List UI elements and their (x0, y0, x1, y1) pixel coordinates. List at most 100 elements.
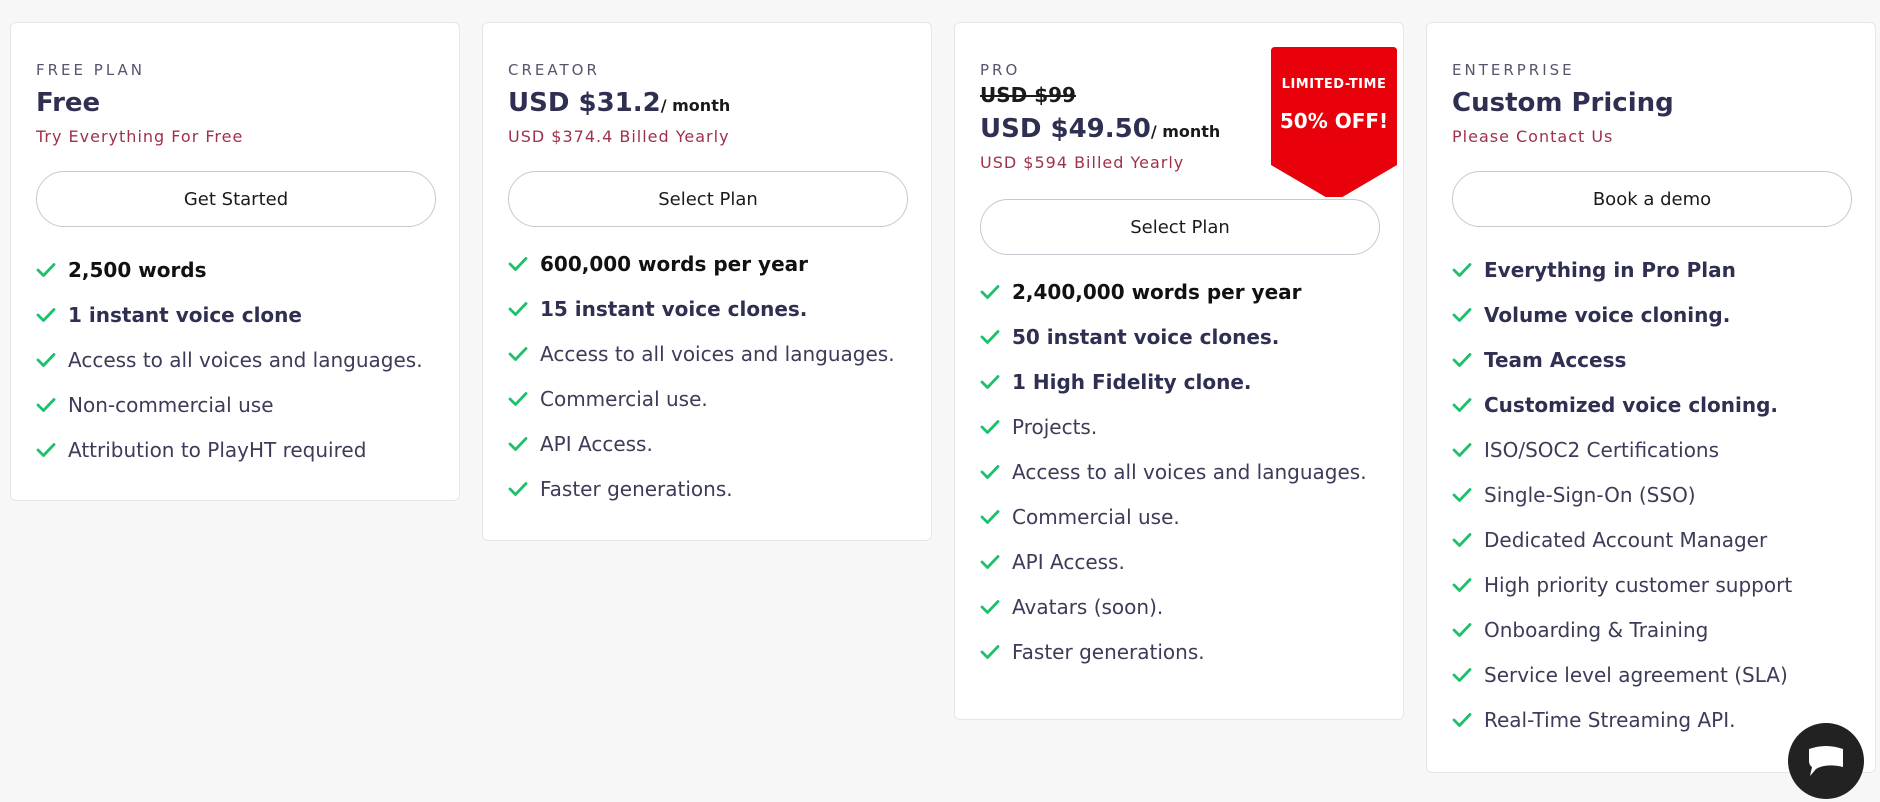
feature-text: Access to all voices and languages. (540, 341, 895, 366)
feature-text: 1 instant voice clone (68, 302, 302, 327)
check-icon (1452, 442, 1472, 457)
feature-text: Service level agreement (SLA) (1484, 662, 1788, 687)
feature-text: 2,400,000 words per year (1012, 279, 1302, 304)
check-icon (508, 301, 528, 316)
feature-item: Attribution to PlayHT required (36, 427, 434, 472)
feature-item: Access to all voices and languages. (36, 337, 434, 382)
feature-item: 2,400,000 words per year (980, 269, 1378, 314)
feature-list: Everything in Pro Plan Volume voice clon… (1452, 247, 1850, 742)
chat-button[interactable] (1788, 723, 1864, 799)
check-icon (508, 256, 528, 271)
check-icon (508, 346, 528, 361)
feature-list: 2,500 words 1 instant voice clone Access… (36, 247, 434, 472)
plan-card-free: FREE PLAN Free Try Everything For Free G… (10, 22, 460, 501)
plan-price: USD $31.2 (508, 88, 661, 118)
check-icon (980, 374, 1000, 389)
feature-item: 600,000 words per year (508, 241, 906, 286)
book-demo-button[interactable]: Book a demo (1452, 171, 1852, 227)
feature-text: 2,500 words (68, 257, 207, 282)
feature-item: 15 instant voice clones. (508, 286, 906, 331)
plan-label: ENTERPRISE (1452, 61, 1575, 79)
feature-item: Access to all voices and languages. (508, 331, 906, 376)
select-plan-button[interactable]: Select Plan (980, 199, 1380, 255)
badge-ribbon-shape (1271, 47, 1397, 197)
plan-subtext: Please Contact Us (1452, 127, 1614, 146)
feature-text: Volume voice cloning. (1484, 302, 1731, 327)
check-icon (36, 397, 56, 412)
check-icon (1452, 397, 1472, 412)
badge-main-text: 50% OFF! (1279, 109, 1389, 133)
check-icon (980, 599, 1000, 614)
check-icon (1452, 532, 1472, 547)
feature-item: Faster generations. (508, 466, 906, 511)
check-icon (36, 262, 56, 277)
plan-card-enterprise: ENTERPRISE Custom Pricing Please Contact… (1426, 22, 1876, 773)
plan-subtext: USD $374.4 Billed Yearly (508, 127, 730, 146)
price-period: / month (1150, 122, 1221, 141)
check-icon (508, 436, 528, 451)
check-icon (36, 442, 56, 457)
feature-text: Attribution to PlayHT required (68, 437, 367, 462)
check-icon (1452, 712, 1472, 727)
feature-item: Onboarding & Training (1452, 607, 1850, 652)
feature-item: Real-Time Streaming API. (1452, 697, 1850, 742)
feature-item: High priority customer support (1452, 562, 1850, 607)
feature-text: Single-Sign-On (SSO) (1484, 482, 1696, 507)
check-icon (36, 352, 56, 367)
feature-text: Non-commercial use (68, 392, 274, 417)
check-icon (1452, 307, 1472, 322)
plan-card-creator: CREATOR USD $31.2/ month USD $374.4 Bill… (482, 22, 932, 541)
feature-text: Avatars (soon). (1012, 594, 1164, 619)
plan-label: FREE PLAN (36, 61, 146, 79)
check-icon (1452, 622, 1472, 637)
plan-price: Custom Pricing (1452, 88, 1674, 118)
feature-item: Projects. (980, 404, 1378, 449)
select-plan-button[interactable]: Select Plan (508, 171, 908, 227)
plan-price: USD $49.50 (980, 114, 1151, 144)
feature-item: Avatars (soon). (980, 584, 1378, 629)
feature-text: Access to all voices and languages. (1012, 459, 1367, 484)
check-icon (508, 391, 528, 406)
feature-item: 50 instant voice clones. (980, 314, 1378, 359)
feature-item: API Access. (508, 421, 906, 466)
feature-text: Projects. (1012, 414, 1098, 439)
get-started-button[interactable]: Get Started (36, 171, 436, 227)
feature-text: Team Access (1484, 347, 1627, 372)
plan-label: PRO (980, 61, 1021, 79)
price-row: Free (36, 83, 434, 123)
feature-item: 2,500 words (36, 247, 434, 292)
feature-text: 1 High Fidelity clone. (1012, 369, 1252, 394)
price-row: USD $49.50/ month (980, 109, 1378, 149)
check-icon (980, 419, 1000, 434)
feature-item: ISO/SOC2 Certifications (1452, 427, 1850, 472)
check-icon (980, 509, 1000, 524)
feature-text: API Access. (540, 431, 653, 456)
badge-top-text: LIMITED-TIME (1281, 77, 1387, 92)
check-icon (1452, 577, 1472, 592)
price-row: Custom Pricing (1452, 83, 1850, 123)
plan-card-pro: PRO USD $99 USD $49.50/ month USD $594 B… (954, 22, 1404, 720)
check-icon (980, 284, 1000, 299)
feature-text: 600,000 words per year (540, 251, 808, 276)
check-icon (980, 464, 1000, 479)
check-icon (508, 481, 528, 496)
feature-text: Access to all voices and languages. (68, 347, 423, 372)
check-icon (1452, 667, 1472, 682)
feature-item: Non-commercial use (36, 382, 434, 427)
feature-text: 15 instant voice clones. (540, 296, 808, 321)
original-price: USD $99 (980, 83, 1076, 107)
feature-item: Faster generations. (980, 629, 1378, 674)
check-icon (980, 644, 1000, 659)
feature-item: Commercial use. (980, 494, 1378, 539)
feature-list: 600,000 words per year 15 instant voice … (508, 241, 906, 511)
feature-item: Single-Sign-On (SSO) (1452, 472, 1850, 517)
price-period: / month (660, 96, 731, 115)
feature-item: API Access. (980, 539, 1378, 584)
feature-item: 1 instant voice clone (36, 292, 434, 337)
feature-text: Faster generations. (540, 476, 733, 501)
feature-text: Commercial use. (1012, 504, 1180, 529)
feature-text: High priority customer support (1484, 572, 1793, 597)
promo-badge: LIMITED-TIME 50% OFF! (1271, 47, 1397, 197)
check-icon (1452, 487, 1472, 502)
feature-text: Onboarding & Training (1484, 617, 1709, 642)
